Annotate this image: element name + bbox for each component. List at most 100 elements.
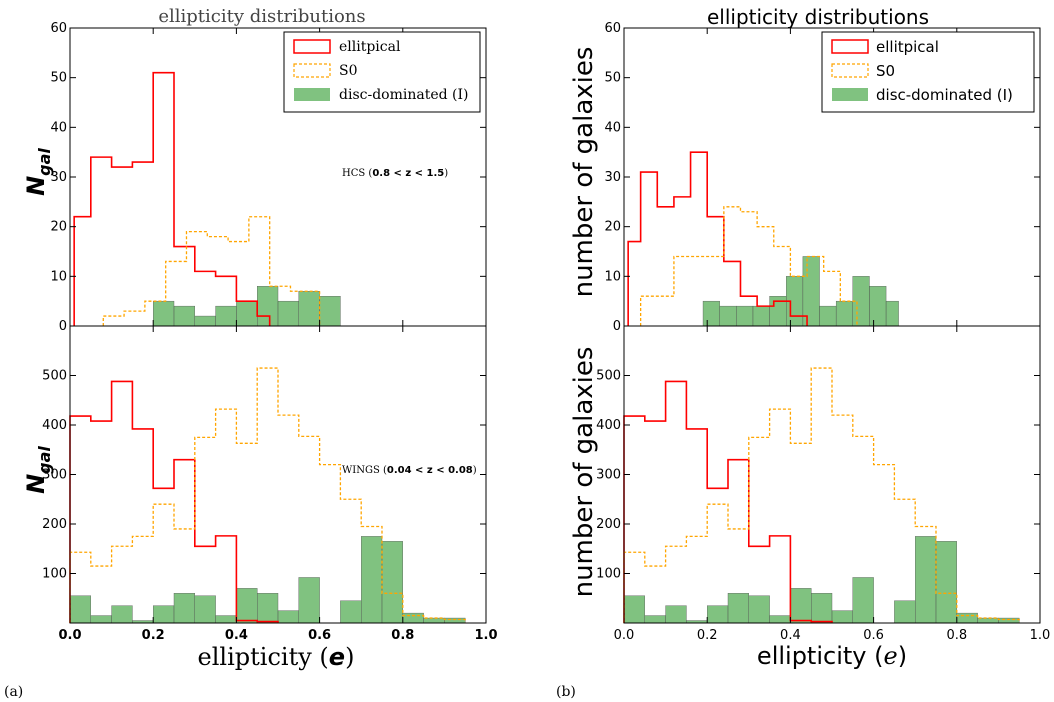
legend-label-s0: S0 — [876, 62, 895, 80]
panel-a-bottom-ylabel: Ngal — [22, 446, 54, 494]
disc-bar — [702, 300, 720, 327]
disc-bar — [885, 300, 899, 327]
x-tick-label: 0.6 — [308, 628, 331, 643]
x-tick-label: 0.6 — [863, 628, 884, 643]
y-tick-label: 200 — [42, 517, 67, 532]
disc-bar — [644, 615, 666, 624]
legend-swatch-disc — [294, 88, 330, 101]
disc-bar — [69, 595, 91, 624]
panel-a: ellipticity distributions 0102030405060 … — [4, 6, 498, 700]
panel-b-xlabel: ellipticity (e) — [757, 642, 907, 670]
disc-bar — [90, 615, 112, 624]
x-tick-label: 0.0 — [614, 628, 635, 643]
legend-label-elliptical: ellitpical — [339, 39, 401, 55]
disc-bar — [835, 300, 853, 327]
disc-bar — [748, 595, 770, 624]
disc-bar — [935, 541, 957, 624]
disc-bar — [736, 305, 754, 327]
panel-b-bottom-ylabel: number of galaxies — [569, 347, 599, 598]
panel-b-legend: ellitpical S0 disc-dominated (I) — [821, 31, 1035, 113]
y-tick-label: 60 — [604, 21, 621, 36]
legend-label-s0: S0 — [339, 63, 358, 79]
x-tick-label: 0.8 — [946, 628, 967, 643]
legend-label-disc: disc-dominated (I) — [339, 87, 468, 103]
y-tick-label: 60 — [50, 21, 67, 36]
disc-bar — [277, 610, 299, 624]
y-tick-label: 10 — [50, 269, 67, 284]
disc-bar — [915, 536, 937, 624]
disc-bar — [340, 600, 362, 624]
disc-bar — [869, 286, 887, 327]
panel-a-top-subplot: 0 10 20 30 40 50 60 — [50, 21, 487, 334]
elliptical-series-line — [69, 380, 279, 623]
panel-a-top-ylabel: Ngal — [22, 148, 54, 196]
y-tick-label: 0 — [613, 319, 621, 334]
disc-bar — [402, 612, 424, 624]
y-tick-label: 500 — [596, 369, 621, 384]
disc-bar — [236, 588, 258, 624]
panel-a-top-annotation: HCS (0.8 < z < 1.5) — [342, 168, 448, 179]
y-tick-label: 100 — [42, 567, 67, 582]
legend-swatch-elliptical — [293, 39, 331, 54]
panel-a-title: ellipticity distributions — [158, 6, 365, 27]
disc-bar — [152, 300, 175, 327]
disc-bar — [665, 605, 687, 624]
disc-bar — [707, 605, 729, 624]
disc-bar — [894, 600, 916, 624]
disc-bar — [811, 593, 833, 624]
s0-series-line — [639, 206, 858, 326]
y-tick-label: 20 — [604, 220, 621, 235]
y-tick-label: 400 — [596, 418, 621, 433]
disc-bar — [623, 595, 645, 624]
y-tick-label: 200 — [596, 517, 621, 532]
panel-a-legend: ellitpical S0 disc-dominated (I) — [283, 31, 481, 113]
disc-bar — [298, 291, 320, 327]
panel-a-label: (a) — [4, 684, 23, 700]
disc-bar — [173, 593, 195, 624]
elliptical-series-line — [623, 380, 833, 623]
disc-bar — [727, 593, 749, 624]
disc-bar — [752, 305, 770, 327]
disc-bar — [277, 300, 299, 327]
disc-bar — [111, 605, 133, 624]
disc-bar — [319, 296, 341, 327]
panel-b: ellipticity distributions 0102030405060 … — [556, 5, 1050, 700]
legend-swatch-elliptical — [831, 39, 869, 54]
disc-bar — [298, 577, 320, 624]
disc-bar — [236, 300, 258, 327]
panel-a-bottom-annotation: WINGS (0.04 < z < 0.08) — [342, 465, 477, 476]
disc-bar — [444, 617, 466, 624]
y-tick-label: 20 — [50, 220, 67, 235]
disc-bar — [361, 536, 383, 624]
y-tick-label: 10 — [604, 269, 621, 284]
s0-series-line — [102, 216, 321, 326]
disc-bar — [215, 615, 237, 624]
panel-b-label: (b) — [556, 684, 576, 700]
x-tick-label: 1.0 — [474, 628, 497, 643]
disc-bar — [852, 577, 874, 624]
y-tick-label: 40 — [604, 120, 621, 135]
y-tick-label: 500 — [42, 369, 67, 384]
y-tick-label: 40 — [50, 120, 67, 135]
legend-label-elliptical: ellitpical — [876, 38, 939, 56]
disc-bar — [194, 595, 216, 624]
legend-swatch-s0 — [293, 63, 331, 78]
disc-bar — [831, 610, 853, 624]
y-tick-label: 100 — [596, 567, 621, 582]
y-tick-label: 400 — [42, 418, 67, 433]
panel-a-xlabel: ellipticity (e) — [198, 643, 355, 671]
elliptical-series-line — [73, 71, 271, 326]
legend-swatch-s0 — [831, 63, 869, 78]
panel-b-title: ellipticity distributions — [707, 5, 929, 29]
panel-b-top-ylabel: number of galaxies — [569, 47, 599, 298]
disc-bar — [998, 617, 1020, 624]
legend-swatch-disc — [832, 88, 868, 101]
disc-bar — [152, 605, 175, 624]
s0-series-line — [69, 367, 466, 623]
panel-b-bottom-subplot: 100 200 300 400 500 0.0 0.2 0.4 0.6 0.8 1.0 — [596, 325, 1050, 643]
x-tick-label: 0.8 — [391, 628, 414, 643]
disc-bar — [769, 615, 791, 624]
disc-bar — [423, 617, 445, 624]
x-tick-label: 0.4 — [225, 628, 248, 643]
